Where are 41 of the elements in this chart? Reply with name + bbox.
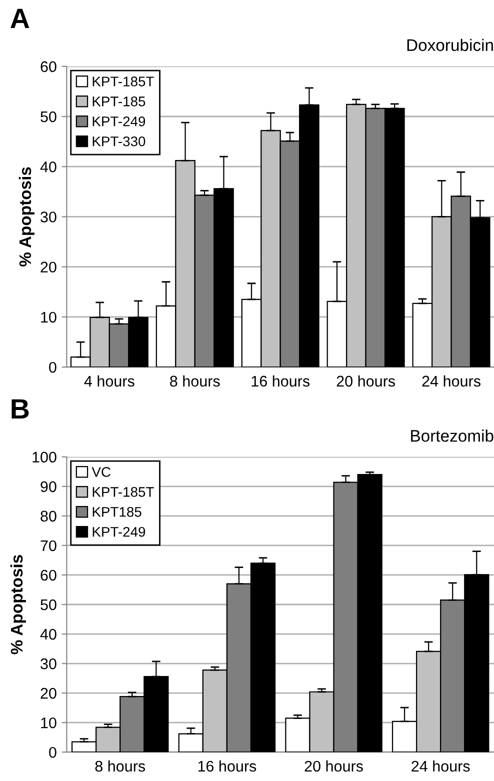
y-tick-label: 30 [40, 658, 56, 670]
chart-subtitle: Doxorubicin [407, 38, 493, 52]
legend-label: KPT-249 [92, 526, 146, 537]
y-tick-label: 90 [40, 481, 56, 492]
y-tick-label: 10 [41, 312, 56, 323]
x-tick-label: 24 hours [412, 760, 470, 772]
y-tick-label: 60 [40, 570, 56, 581]
y-tick-label: 40 [40, 628, 56, 640]
y-axis-title: % Apoptosis [10, 555, 26, 654]
y-tick-label: 40 [40, 161, 56, 172]
legend-label: KPT-249 [92, 116, 146, 126]
x-tick-label: 16 hours [252, 375, 310, 387]
legend-label: VC [92, 467, 110, 477]
y-axis-title: % Apoptosis [18, 167, 34, 266]
y-tick-label: 30 [40, 212, 56, 222]
chart-title: A [10, 8, 30, 28]
x-tick-label: 8 hours [95, 760, 146, 772]
x-tick-label: 4 hours [84, 375, 134, 387]
legend-label: KPT-185 [92, 96, 146, 106]
x-tick-label: 16 hours [198, 760, 256, 772]
y-tick-label: 20 [40, 262, 56, 273]
y-tick-label: 50 [40, 111, 56, 122]
y-tick-label: 50 [40, 599, 56, 610]
y-tick-label: 0 [49, 746, 56, 758]
y-tick-label: 70 [40, 540, 56, 552]
y-tick-label: 100 [32, 452, 56, 463]
y-tick-label: 60 [40, 61, 56, 72]
y-tick-label: 80 [40, 510, 56, 522]
legend-label: KPT-185T [92, 487, 154, 497]
x-tick-label: 24 hours [422, 375, 480, 387]
legend-label: KPT-185T [92, 76, 154, 86]
y-tick-label: 10 [41, 717, 56, 728]
chart-subtitle: Bortezomib [411, 430, 494, 442]
y-tick-label: 0 [49, 362, 56, 373]
chart-title: B [12, 399, 29, 418]
legend-label: KPT185 [92, 506, 142, 517]
x-tick-label: 20 hours [304, 760, 363, 772]
x-tick-label: 8 hours [170, 375, 220, 387]
x-tick-label: 20 hours [336, 375, 395, 387]
legend-label: KPT-330 [92, 136, 146, 146]
y-tick-label: 20 [40, 688, 56, 699]
